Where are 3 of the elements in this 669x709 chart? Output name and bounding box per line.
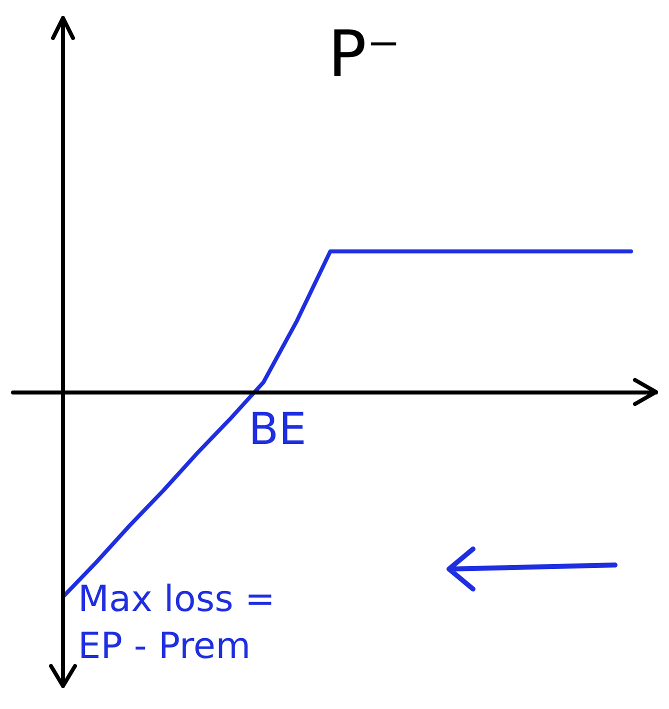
annotation: Max loss = EP - Prem <box>78 578 276 669</box>
chart-title: P⁻ <box>328 18 400 92</box>
annotation: BE <box>248 404 306 456</box>
